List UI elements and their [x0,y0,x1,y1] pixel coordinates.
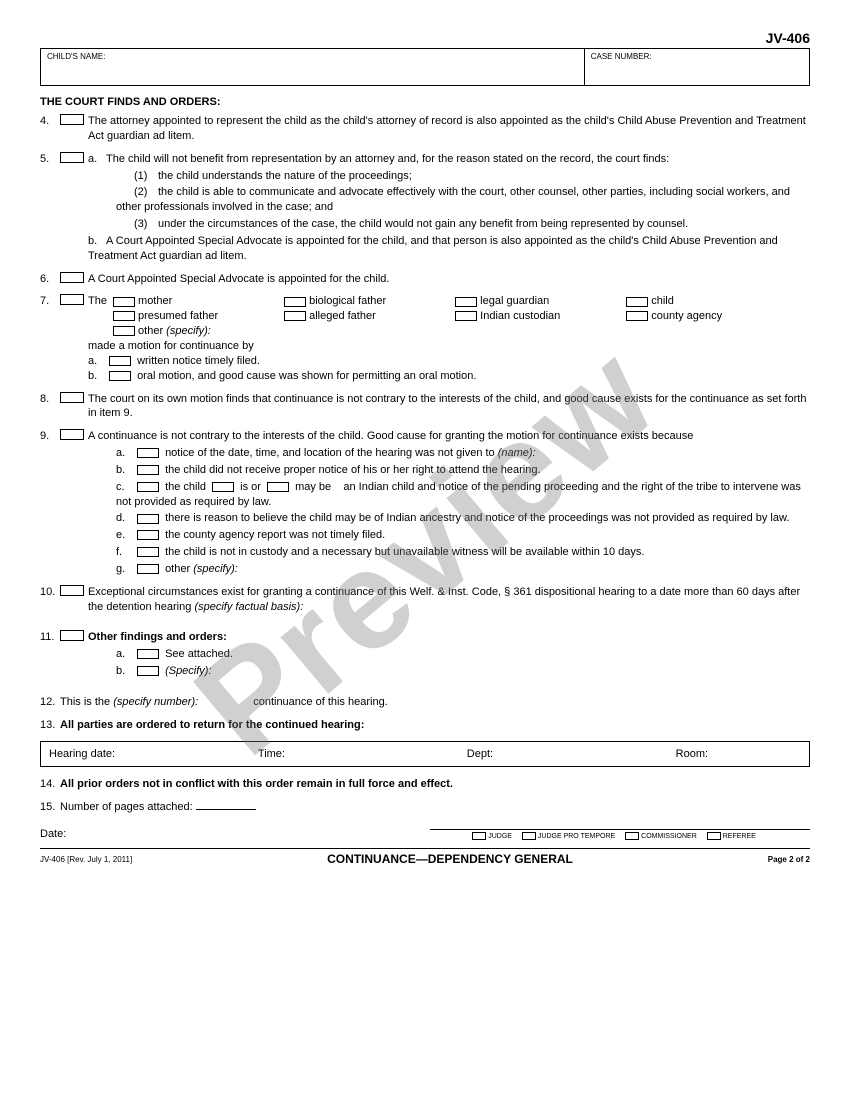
checkbox-6[interactable] [60,272,84,283]
item-7: 7. The mother biological father legal gu… [40,294,810,383]
cb-bio-father[interactable] [284,297,306,307]
item-10: 10. Exceptional circumstances exist for … [40,585,810,615]
checkbox-9[interactable] [60,429,84,440]
item-6: 6. A Court Appointed Special Advocate is… [40,272,810,287]
item-5: 5. a.The child will not benefit from rep… [40,152,810,264]
cb-mother[interactable] [113,297,135,307]
form-code: JV-406 [40,30,810,46]
cb-9c[interactable] [137,482,159,492]
cb-9g[interactable] [137,564,159,574]
cb-child[interactable] [626,297,648,307]
footer-left: JV-406 [Rev. July 1, 2011] [40,855,132,864]
item-7-made: made a motion for continuance by [88,339,810,354]
item-8-text: The court on its own motion finds that c… [88,392,810,422]
cb-7b[interactable] [109,371,131,381]
child-name-field[interactable]: CHILD'S NAME: [41,49,585,85]
cb-legal-guardian[interactable] [455,297,477,307]
item-7-lead: The [88,295,107,307]
cb-presumed-father[interactable] [113,311,135,321]
cb-county-agency[interactable] [626,311,648,321]
signature-line [430,829,810,830]
item-4: 4. The attorney appointed to represent t… [40,114,810,144]
cb-11a[interactable] [137,649,159,659]
cb-9c-may[interactable] [267,482,289,492]
hearing-time[interactable]: Time: [258,748,467,760]
item-14: 14. All prior orders not in conflict wit… [40,777,810,792]
cb-9a[interactable] [137,448,159,458]
item-15: 15. Number of pages attached: [40,800,810,815]
item-5a3: under the circumstances of the case, the… [158,218,688,230]
cb-indian-custodian[interactable] [455,311,477,321]
signature-role-checks: JUDGE JUDGE PRO TEMPORE COMMISSIONER REF… [410,832,810,840]
section-title: THE COURT FINDS AND ORDERS: [40,96,810,108]
item-11: 11. Other findings and orders: a. See at… [40,630,810,679]
hearing-room[interactable]: Room: [676,748,801,760]
hearing-box: Hearing date: Time: Dept: Room: [40,741,810,767]
cb-other[interactable] [113,326,135,336]
case-number-field[interactable]: CASE NUMBER: [585,49,809,85]
cb-9d[interactable] [137,514,159,524]
cb-commissioner[interactable] [625,832,639,840]
page-footer: JV-406 [Rev. July 1, 2011] CONTINUANCE—D… [40,848,810,866]
footer-right: Page 2 of 2 [768,855,810,864]
item-5a1: the child understands the nature of the … [158,170,412,182]
item-5b: A Court Appointed Special Advocate is ap… [88,235,778,262]
checkbox-8[interactable] [60,392,84,403]
item-12: 12. This is the (specify number): contin… [40,695,810,710]
footer-center: CONTINUANCE—DEPENDENCY GENERAL [327,852,573,866]
checkbox-5[interactable] [60,152,84,163]
cb-9e[interactable] [137,530,159,540]
item-8: 8. The court on its own motion finds tha… [40,392,810,422]
checkbox-11[interactable] [60,630,84,641]
cb-7a[interactable] [109,356,131,366]
date-signature-row: Date: JUDGE JUDGE PRO TEMPORE COMMISSION… [40,828,810,840]
cb-judge-pro-tempore[interactable] [522,832,536,840]
checkbox-10[interactable] [60,585,84,596]
date-label: Date: [40,828,66,840]
checkbox-7[interactable] [60,294,84,305]
item-9-lead: A continuance is not contrary to the int… [88,430,693,442]
item-5a2: the child is able to communicate and adv… [116,186,790,213]
item-9: 9. A continuance is not contrary to the … [40,429,810,577]
cb-9f[interactable] [137,547,159,557]
cb-judge[interactable] [472,832,486,840]
hearing-date[interactable]: Hearing date: [49,748,258,760]
checkbox-4[interactable] [60,114,84,125]
pages-attached-field[interactable] [196,809,256,810]
item-6-text: A Court Appointed Special Advocate is ap… [88,272,810,287]
header-box: CHILD'S NAME: CASE NUMBER: [40,48,810,86]
cb-9c-is[interactable] [212,482,234,492]
cb-referee[interactable] [707,832,721,840]
cb-alleged-father[interactable] [284,311,306,321]
item-5a: The child will not benefit from represen… [106,153,669,165]
hearing-dept[interactable]: Dept: [467,748,676,760]
item-4-text: The attorney appointed to represent the … [88,114,810,144]
item-13: 13. All parties are ordered to return fo… [40,718,810,733]
cb-9b[interactable] [137,465,159,475]
cb-11b[interactable] [137,666,159,676]
